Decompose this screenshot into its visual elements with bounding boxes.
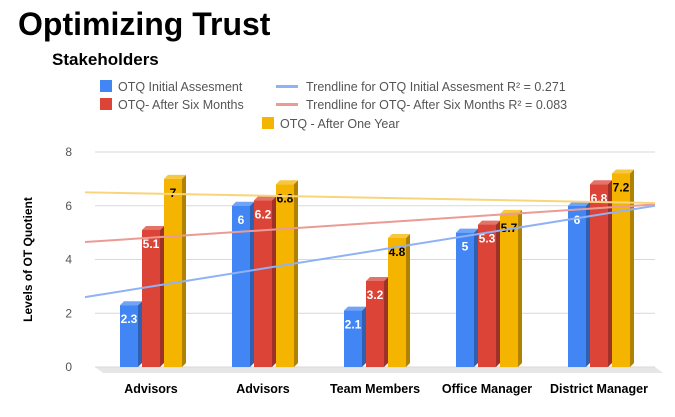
legend-line-trendline-2: [276, 103, 298, 106]
bar: [276, 184, 294, 367]
chart-floor: [95, 367, 663, 373]
legend-line-trendline-1: [276, 85, 298, 88]
legend-label-trendline-1: Trendline for OTQ Initial Assesment R² =…: [306, 80, 566, 94]
y-axis-label: Levels of OT Quotient: [21, 197, 35, 322]
bar: [232, 205, 250, 367]
bar: [366, 281, 384, 367]
data-label: 7.2: [613, 181, 630, 195]
data-label: 6.8: [591, 191, 608, 205]
y-tick-label: 6: [65, 199, 72, 213]
bar-side: [384, 277, 388, 367]
x-tick-label: Advisors: [124, 382, 178, 396]
chart-title: Optimizing Trust: [18, 6, 271, 42]
bar-top: [120, 301, 142, 306]
legend-entry-series-1: OTQ Initial Assesment: [100, 80, 242, 94]
bar: [164, 178, 182, 367]
bar-side: [406, 234, 410, 367]
data-label: 6: [238, 213, 245, 227]
trendline: [84, 204, 656, 299]
data-label: 7: [170, 186, 177, 200]
bar: [344, 310, 362, 367]
bar-top: [590, 180, 612, 185]
bar-top: [612, 169, 634, 174]
legend-label-series-2: OTQ- After Six Months: [118, 98, 244, 112]
bar-side: [182, 174, 186, 367]
legend-entry-trendline-2: Trendline for OTQ- After Six Months R² =…: [276, 98, 567, 112]
bar: [120, 305, 138, 367]
bar-top: [568, 201, 590, 206]
data-label: 6.2: [255, 207, 272, 221]
bar-side: [496, 220, 500, 367]
legend-entry-trendline-1: Trendline for OTQ Initial Assesment R² =…: [276, 80, 566, 94]
bar: [500, 213, 518, 367]
legend-label-trendline-2: Trendline for OTQ- After Six Months R² =…: [306, 98, 568, 112]
bar-side: [630, 169, 634, 367]
legend-swatch-series-3: [262, 117, 274, 129]
x-tick-label: Advisors: [236, 382, 290, 396]
y-tick-label: 4: [65, 253, 72, 267]
bar-side: [272, 196, 276, 367]
bar: [478, 224, 496, 367]
legend-swatch-series-2: [100, 98, 112, 110]
chart-subtitle: Stakeholders: [52, 50, 159, 69]
data-label: 2.1: [345, 318, 362, 332]
trendline: [84, 203, 656, 244]
bar: [254, 200, 272, 367]
bar-top: [254, 196, 276, 201]
bar-side: [608, 180, 612, 367]
bar-side: [138, 301, 142, 367]
bar-side: [518, 209, 522, 367]
bar-top: [388, 234, 410, 238]
legend-entry-series-3: OTQ - After One Year: [262, 117, 400, 131]
data-label: 5.1: [143, 237, 160, 251]
bar-side: [294, 180, 298, 367]
bar-top: [142, 225, 164, 230]
bar: [568, 205, 586, 367]
bar-side: [250, 201, 254, 367]
legend-label-series-1: OTQ Initial Assesment: [118, 80, 243, 94]
y-tick-label: 0: [65, 360, 72, 374]
bar: [456, 232, 474, 367]
bar-side: [362, 306, 366, 367]
bar-top: [164, 174, 186, 179]
x-tick-label: Team Members: [330, 382, 420, 396]
bar-top: [232, 201, 254, 206]
data-label: 2.3: [121, 312, 138, 326]
legend-entry-series-2: OTQ- After Six Months: [100, 98, 244, 112]
trendline: [84, 191, 656, 205]
bar: [590, 184, 608, 367]
data-label: 6: [574, 213, 581, 227]
bar-top: [478, 220, 500, 225]
data-label: 5.7: [501, 221, 518, 235]
data-label: 3.2: [367, 288, 384, 302]
legend-label-series-3: OTQ - After One Year: [280, 117, 400, 131]
data-label: 6.8: [277, 191, 294, 205]
y-tick-label: 2: [65, 306, 72, 320]
bar-top: [366, 277, 388, 281]
bar-top: [456, 228, 478, 233]
x-tick-label: Office Manager: [442, 382, 532, 396]
legend-swatch-series-1: [100, 80, 112, 92]
bar: [142, 229, 160, 367]
data-label: 5: [462, 240, 469, 254]
data-label: 5.3: [479, 232, 496, 246]
bar-side: [474, 228, 478, 367]
x-tick-label: District Manager: [550, 382, 648, 396]
bar: [388, 238, 406, 367]
bar-top: [344, 306, 366, 311]
bar-top: [276, 180, 298, 185]
y-tick-label: 8: [65, 145, 72, 159]
bar-side: [160, 225, 164, 367]
bar-side: [586, 201, 590, 367]
bar: [612, 173, 630, 367]
